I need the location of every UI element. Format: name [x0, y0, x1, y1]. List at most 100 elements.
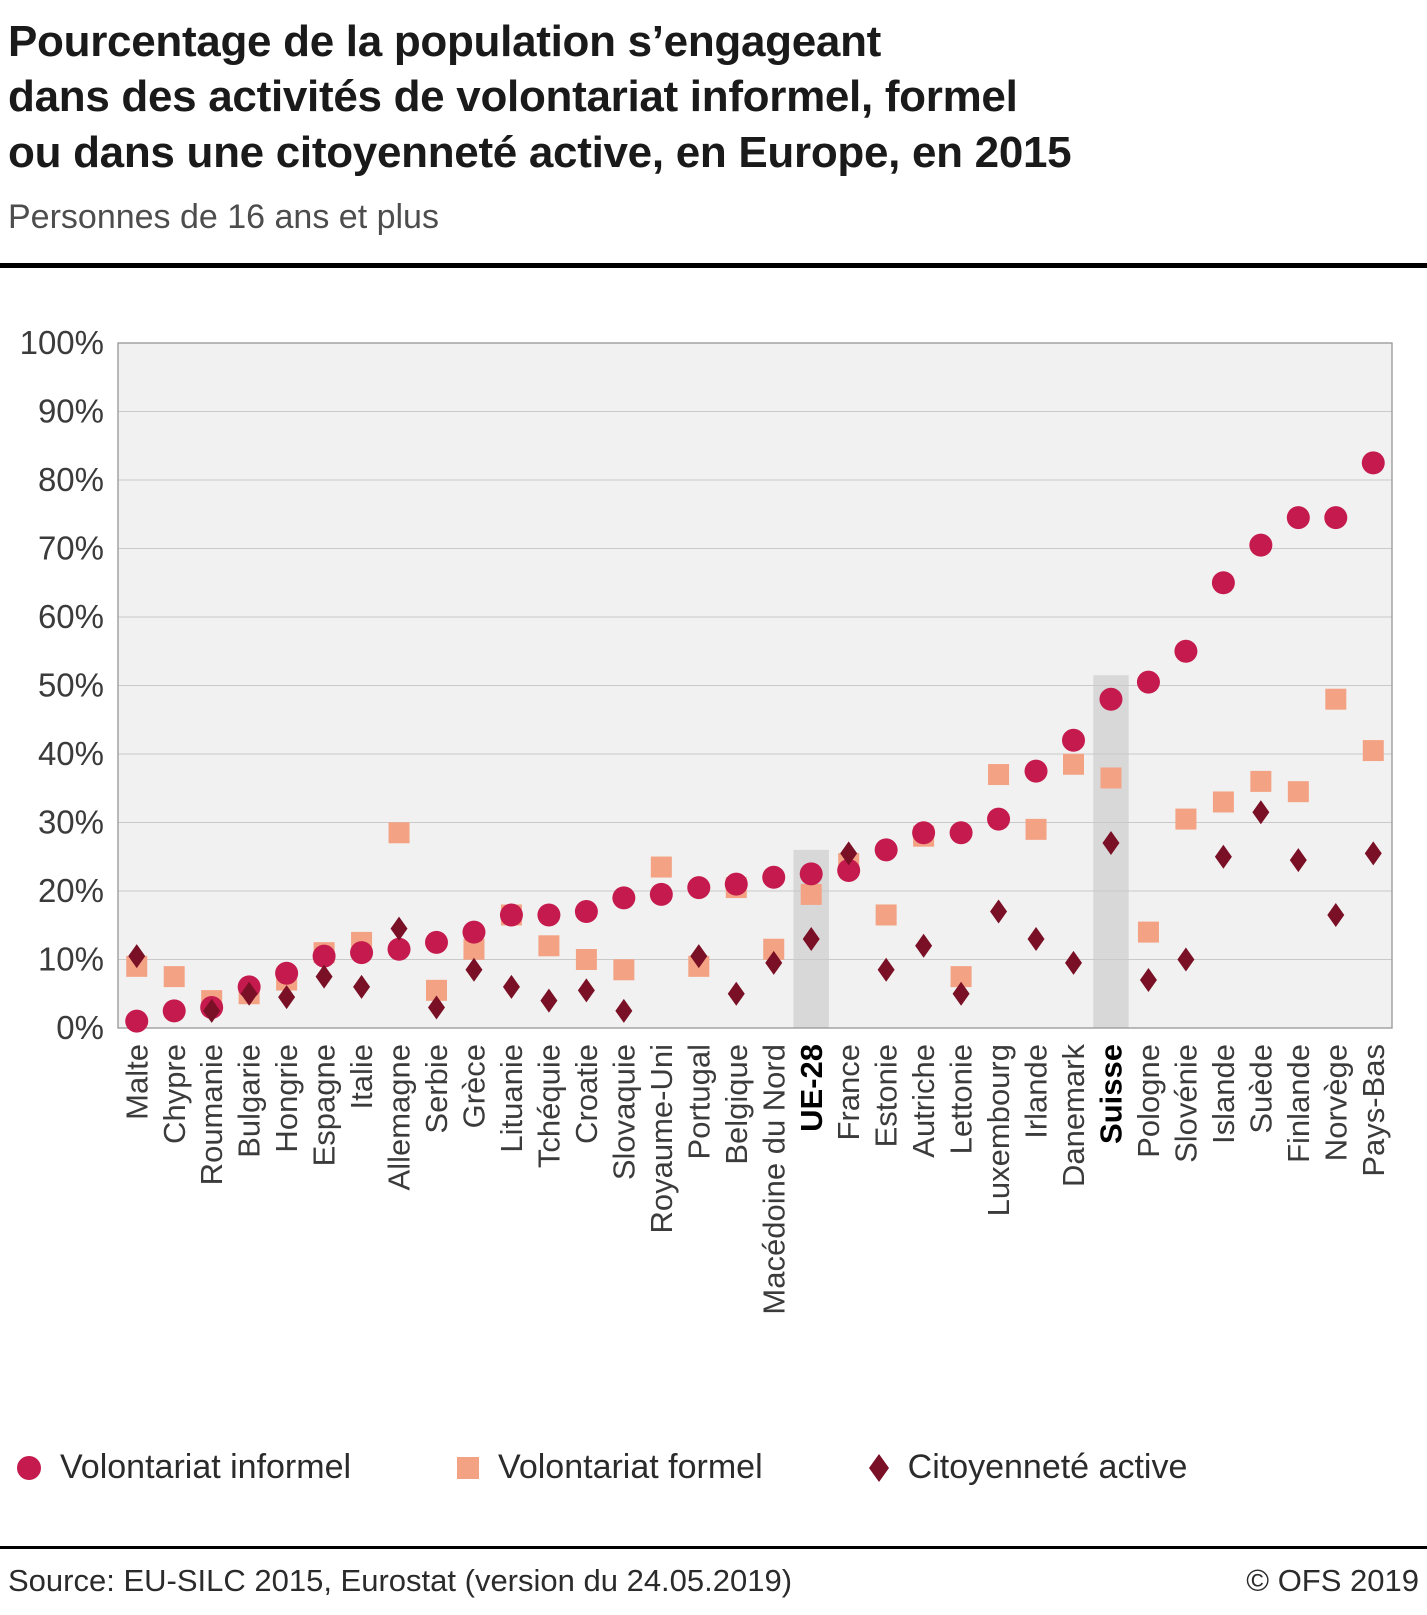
marker-circle-informel	[1136, 670, 1160, 694]
chart-svg: 0% 10% 20% 30% 40% 50% 60% 70% 80% 90% 100% Malte Ch…	[20, 325, 1393, 1315]
x-category-label: Islande	[1206, 1044, 1241, 1144]
marker-circle-informel	[874, 838, 898, 862]
marker-diamond-citoyennete	[915, 934, 933, 959]
marker-square-formel	[1287, 781, 1309, 803]
y-tick-label: 90%	[38, 393, 104, 430]
x-category-label: Macédoine du Nord	[756, 1044, 791, 1315]
x-category-label: UE-28	[794, 1044, 829, 1132]
x-category-label: Suisse	[1094, 1044, 1129, 1144]
marker-circle-informel	[1024, 759, 1048, 783]
marker-diamond-citoyennete	[1214, 845, 1232, 870]
x-category-label: Irlande	[1019, 1044, 1054, 1139]
marker-circle-informel	[1211, 571, 1235, 595]
marker-square-formel	[650, 856, 672, 878]
marker-square-formel	[463, 939, 485, 961]
marker-diamond-citoyennete	[1065, 951, 1082, 976]
marker-circle-informel	[649, 883, 673, 907]
y-tick-label: 20%	[38, 873, 104, 910]
y-tick-label: 60%	[38, 599, 104, 636]
marker-diamond-citoyennete	[1027, 927, 1045, 952]
marker-square-formel	[1250, 771, 1272, 793]
x-category-label: Chypre	[157, 1044, 192, 1144]
x-category-label: Autriche	[906, 1044, 941, 1158]
marker-square-formel	[538, 935, 560, 957]
legend-label: Volontariat formel	[498, 1448, 763, 1487]
marker-square-formel	[1025, 819, 1047, 841]
x-category-label: Bulgarie	[232, 1044, 267, 1158]
x-category-label: Slovénie	[1168, 1044, 1203, 1163]
marker-diamond-citoyennete	[840, 841, 858, 866]
marker-circle-informel	[1174, 640, 1198, 664]
marker-diamond-citoyennete	[502, 975, 520, 1000]
footer: Source: EU-SILC 2015, Eurostat (version …	[0, 1546, 1427, 1599]
marker-diamond-citoyennete	[802, 927, 820, 952]
x-category-label: Allemagne	[382, 1044, 417, 1190]
marker-diamond-citoyennete	[1364, 841, 1382, 866]
marker-square-formel	[613, 959, 635, 981]
x-category-label: Malte	[119, 1044, 154, 1120]
marker-diamond-citoyennete	[765, 951, 783, 976]
marker-circle-informel	[949, 821, 973, 845]
marker-square-formel	[988, 764, 1010, 786]
x-category-label: Croatie	[569, 1044, 604, 1144]
marker-circle-informel	[162, 999, 186, 1023]
marker-circle-informel	[537, 903, 561, 927]
header: Pourcentage de la population s’engageant…	[0, 14, 1427, 237]
marker-circle-informel	[799, 862, 823, 886]
y-tick-label: 40%	[38, 736, 104, 773]
marker-diamond-citoyennete	[1289, 848, 1307, 873]
marker-circle-informel	[724, 872, 748, 896]
marker-circle-informel	[425, 931, 448, 955]
y-tick-label: 0%	[56, 1010, 104, 1047]
x-category-label: Espagne	[307, 1044, 342, 1166]
x-category-label: Royaume-Uni	[644, 1044, 679, 1234]
marker-diamond-citoyennete	[428, 995, 445, 1020]
x-category-label: Luxembourg	[981, 1044, 1016, 1216]
marker-diamond-citoyennete	[577, 978, 595, 1003]
marker-square-formel	[875, 904, 897, 926]
marker-circle-informel	[125, 1009, 149, 1033]
marker-diamond-citoyennete	[1327, 903, 1345, 928]
x-category-label: Slovaquie	[606, 1044, 641, 1180]
y-tick-label: 80%	[38, 462, 104, 499]
marker-square-formel	[950, 966, 972, 988]
marker-circle-informel	[687, 876, 711, 900]
x-category-label: Italie	[344, 1044, 379, 1109]
page-subtitle: Personnes de 16 ans et plus	[8, 198, 439, 237]
x-category-label: Hongrie	[269, 1044, 304, 1153]
marker-circle-informel	[612, 886, 636, 910]
marker-diamond-citoyennete	[952, 982, 970, 1007]
marker-diamond-citoyennete	[727, 982, 745, 1007]
y-tick-label: 10%	[38, 941, 104, 978]
marker-circle-informel	[312, 944, 336, 968]
marker-circle-informel	[837, 859, 861, 883]
marker-diamond-citoyennete	[1252, 800, 1270, 825]
marker-circle-informel	[275, 962, 299, 986]
marker-diamond-citoyennete	[690, 944, 708, 969]
marker-diamond-citoyennete	[615, 999, 633, 1024]
x-category-label: Belgique	[719, 1044, 754, 1165]
legend-item-volontariat-formel: Volontariat formel	[456, 1448, 763, 1487]
x-category-label: Roumanie	[194, 1044, 229, 1185]
x-category-label: Estonie	[869, 1044, 904, 1147]
marker-diamond-citoyennete	[240, 982, 258, 1007]
marker-circle-informel	[1286, 506, 1310, 530]
legend-label: Volontariat informel	[60, 1448, 352, 1487]
x-category-label: Tchéquie	[531, 1044, 566, 1168]
marker-square-formel	[800, 884, 822, 906]
marker-square-formel	[1175, 808, 1197, 830]
y-tick-label: 100%	[20, 325, 104, 362]
circle-icon	[17, 1455, 41, 1480]
marker-circle-informel	[1361, 451, 1385, 475]
marker-circle-informel	[1062, 729, 1085, 753]
x-category-label: Norvège	[1318, 1044, 1353, 1161]
source-text: Source: EU-SILC 2015, Eurostat (version …	[8, 1563, 793, 1598]
marker-square-formel	[426, 980, 447, 1002]
marker-square-formel	[1137, 921, 1159, 943]
marker-diamond-citoyennete	[465, 958, 483, 983]
copyright-text: © OFS 2019	[1246, 1563, 1419, 1598]
marker-circle-informel	[987, 807, 1011, 831]
marker-diamond-citoyennete	[1139, 968, 1157, 993]
marker-square-formel	[388, 822, 410, 844]
marker-diamond-citoyennete	[278, 985, 296, 1010]
